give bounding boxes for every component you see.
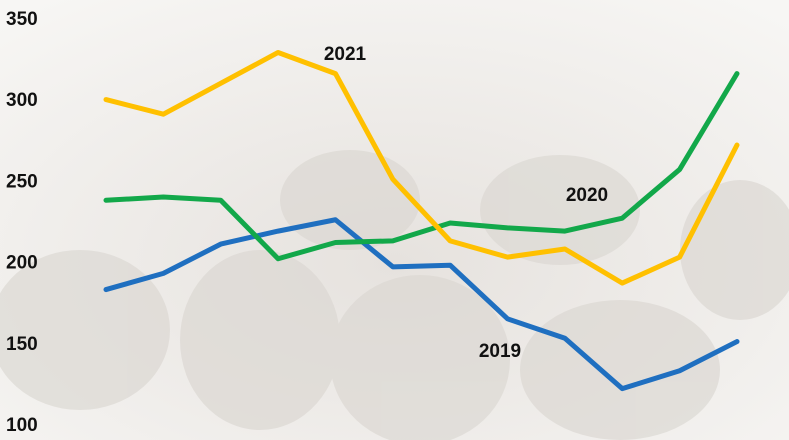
series-label: 2019 (479, 341, 521, 362)
y-tick-label: 100 (6, 415, 38, 436)
y-tick-label: 350 (6, 9, 38, 30)
y-tick-label: 200 (6, 253, 38, 274)
chart: 100 150 200 250 300 350 2019 2020 2021 (0, 0, 789, 440)
y-tick-label: 150 (6, 334, 38, 355)
series-label: 2020 (566, 185, 608, 206)
series-label: 2021 (324, 44, 367, 65)
y-tick-label: 250 (6, 171, 38, 192)
y-tick-label: 300 (6, 90, 38, 111)
